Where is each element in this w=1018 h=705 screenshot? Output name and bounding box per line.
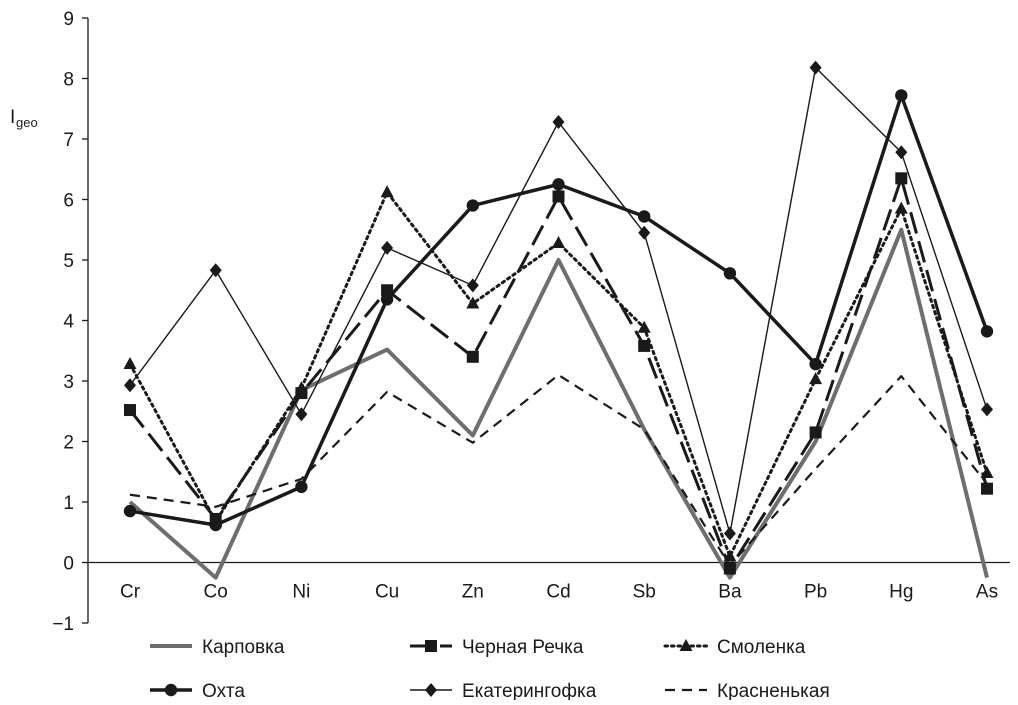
data-point-marker <box>895 145 908 160</box>
data-point-marker <box>981 482 993 495</box>
data-point-marker <box>552 190 565 203</box>
data-point-marker <box>123 504 137 518</box>
data-point-marker <box>466 199 479 212</box>
data-point-marker <box>466 278 479 293</box>
series-layer <box>123 60 994 580</box>
legend: Карповка Черная Речка Смоленка Охта Екатерин… <box>150 637 830 702</box>
legend-swatch-marker <box>164 683 178 697</box>
data-point-marker <box>124 404 136 417</box>
data-point-marker <box>895 172 908 185</box>
data-point-marker <box>723 562 736 575</box>
data-point-marker <box>124 378 136 393</box>
legend-swatch-marker <box>425 683 437 697</box>
data-point-marker <box>723 526 736 541</box>
legend-entry: Смоленка <box>663 637 806 658</box>
data-point-marker <box>381 240 394 255</box>
x-category-label: Cr <box>120 582 141 603</box>
series-2 <box>123 185 994 562</box>
series-line <box>129 373 988 567</box>
legend-label: Красненькая <box>717 681 830 700</box>
y-axis-label-subscript: geo <box>16 115 38 130</box>
y-tick-label: 7 <box>63 130 74 151</box>
axes: −1 0 1 2 3 4 5 6 7 8 9 Cr Co Ni Cu Zn Cd Sb Ba Pb Hg As <box>52 9 1010 635</box>
series-line <box>129 66 988 535</box>
data-point-marker <box>552 178 565 191</box>
data-point-marker <box>895 89 908 102</box>
x-category-label: Ni <box>292 582 310 603</box>
data-point-marker <box>466 350 479 363</box>
data-point-marker <box>723 267 737 280</box>
data-point-marker <box>123 357 137 370</box>
legend-label: Смоленка <box>717 637 806 658</box>
x-category-label: Sb <box>633 582 656 603</box>
data-point-marker <box>637 320 651 333</box>
legend-label: Черная Речка <box>462 637 584 658</box>
data-point-marker <box>809 372 823 385</box>
x-category-label: Ba <box>718 582 742 603</box>
data-point-marker <box>552 115 565 130</box>
data-point-marker <box>809 426 822 439</box>
data-point-marker <box>209 518 222 532</box>
legend-swatch-marker <box>679 639 693 651</box>
y-tick-label: 9 <box>63 9 74 30</box>
legend-entry: Карповка <box>150 637 285 658</box>
data-point-marker <box>209 263 222 278</box>
y-tick-label: −1 <box>52 614 74 635</box>
data-point-marker <box>638 339 651 352</box>
series-1 <box>124 172 993 575</box>
data-point-marker <box>981 402 993 417</box>
y-tick-label: 8 <box>63 70 74 91</box>
legend-entry: Охта <box>150 681 245 702</box>
data-point-marker <box>809 60 822 75</box>
y-tick-label: 4 <box>63 312 74 333</box>
x-category-label: Cu <box>375 582 399 603</box>
data-point-marker <box>638 225 651 240</box>
data-point-marker <box>723 549 737 562</box>
series-4 <box>124 60 993 541</box>
data-point-marker <box>466 296 480 309</box>
series-5 <box>129 373 988 567</box>
series-line <box>128 227 989 580</box>
x-category-label: Cd <box>546 582 570 603</box>
data-point-marker <box>294 381 308 394</box>
y-tick-label: 6 <box>63 191 74 212</box>
data-point-marker <box>295 480 308 494</box>
y-tick-label: 0 <box>63 554 74 575</box>
legend-entry: Екатерингофка <box>410 681 597 702</box>
data-point-marker <box>381 284 394 297</box>
data-point-marker <box>980 325 994 338</box>
legend-entry: Красненькая <box>665 681 830 702</box>
x-category-label: Co <box>204 582 228 603</box>
legend-label: Екатерингофка <box>462 681 597 700</box>
y-axis-label: I geo <box>10 107 38 130</box>
data-point-marker <box>552 236 565 249</box>
data-point-marker <box>380 293 394 306</box>
data-point-marker <box>638 210 651 223</box>
data-point-marker <box>380 185 394 198</box>
data-point-marker <box>980 465 994 478</box>
x-category-label: Hg <box>889 582 913 603</box>
legend-label: Охта <box>202 681 245 700</box>
legend-swatch-marker <box>425 640 437 652</box>
data-point-marker <box>295 407 308 422</box>
series-line <box>129 93 989 527</box>
series-0 <box>128 227 989 580</box>
x-category-label: Zn <box>462 582 484 603</box>
legend-entry: Черная Речка <box>410 637 584 658</box>
y-tick-label: 1 <box>63 493 74 514</box>
series-3 <box>123 89 994 532</box>
x-category-label: As <box>976 582 998 603</box>
x-category-label: Pb <box>804 582 827 603</box>
y-tick-label: 3 <box>63 372 74 393</box>
legend-label: Карповка <box>202 637 285 658</box>
y-tick-label: 5 <box>63 251 74 272</box>
y-axis-label-main: I <box>10 107 15 128</box>
data-point-marker <box>809 357 822 371</box>
data-point-marker <box>894 201 908 214</box>
y-tick-label: 2 <box>63 433 74 454</box>
